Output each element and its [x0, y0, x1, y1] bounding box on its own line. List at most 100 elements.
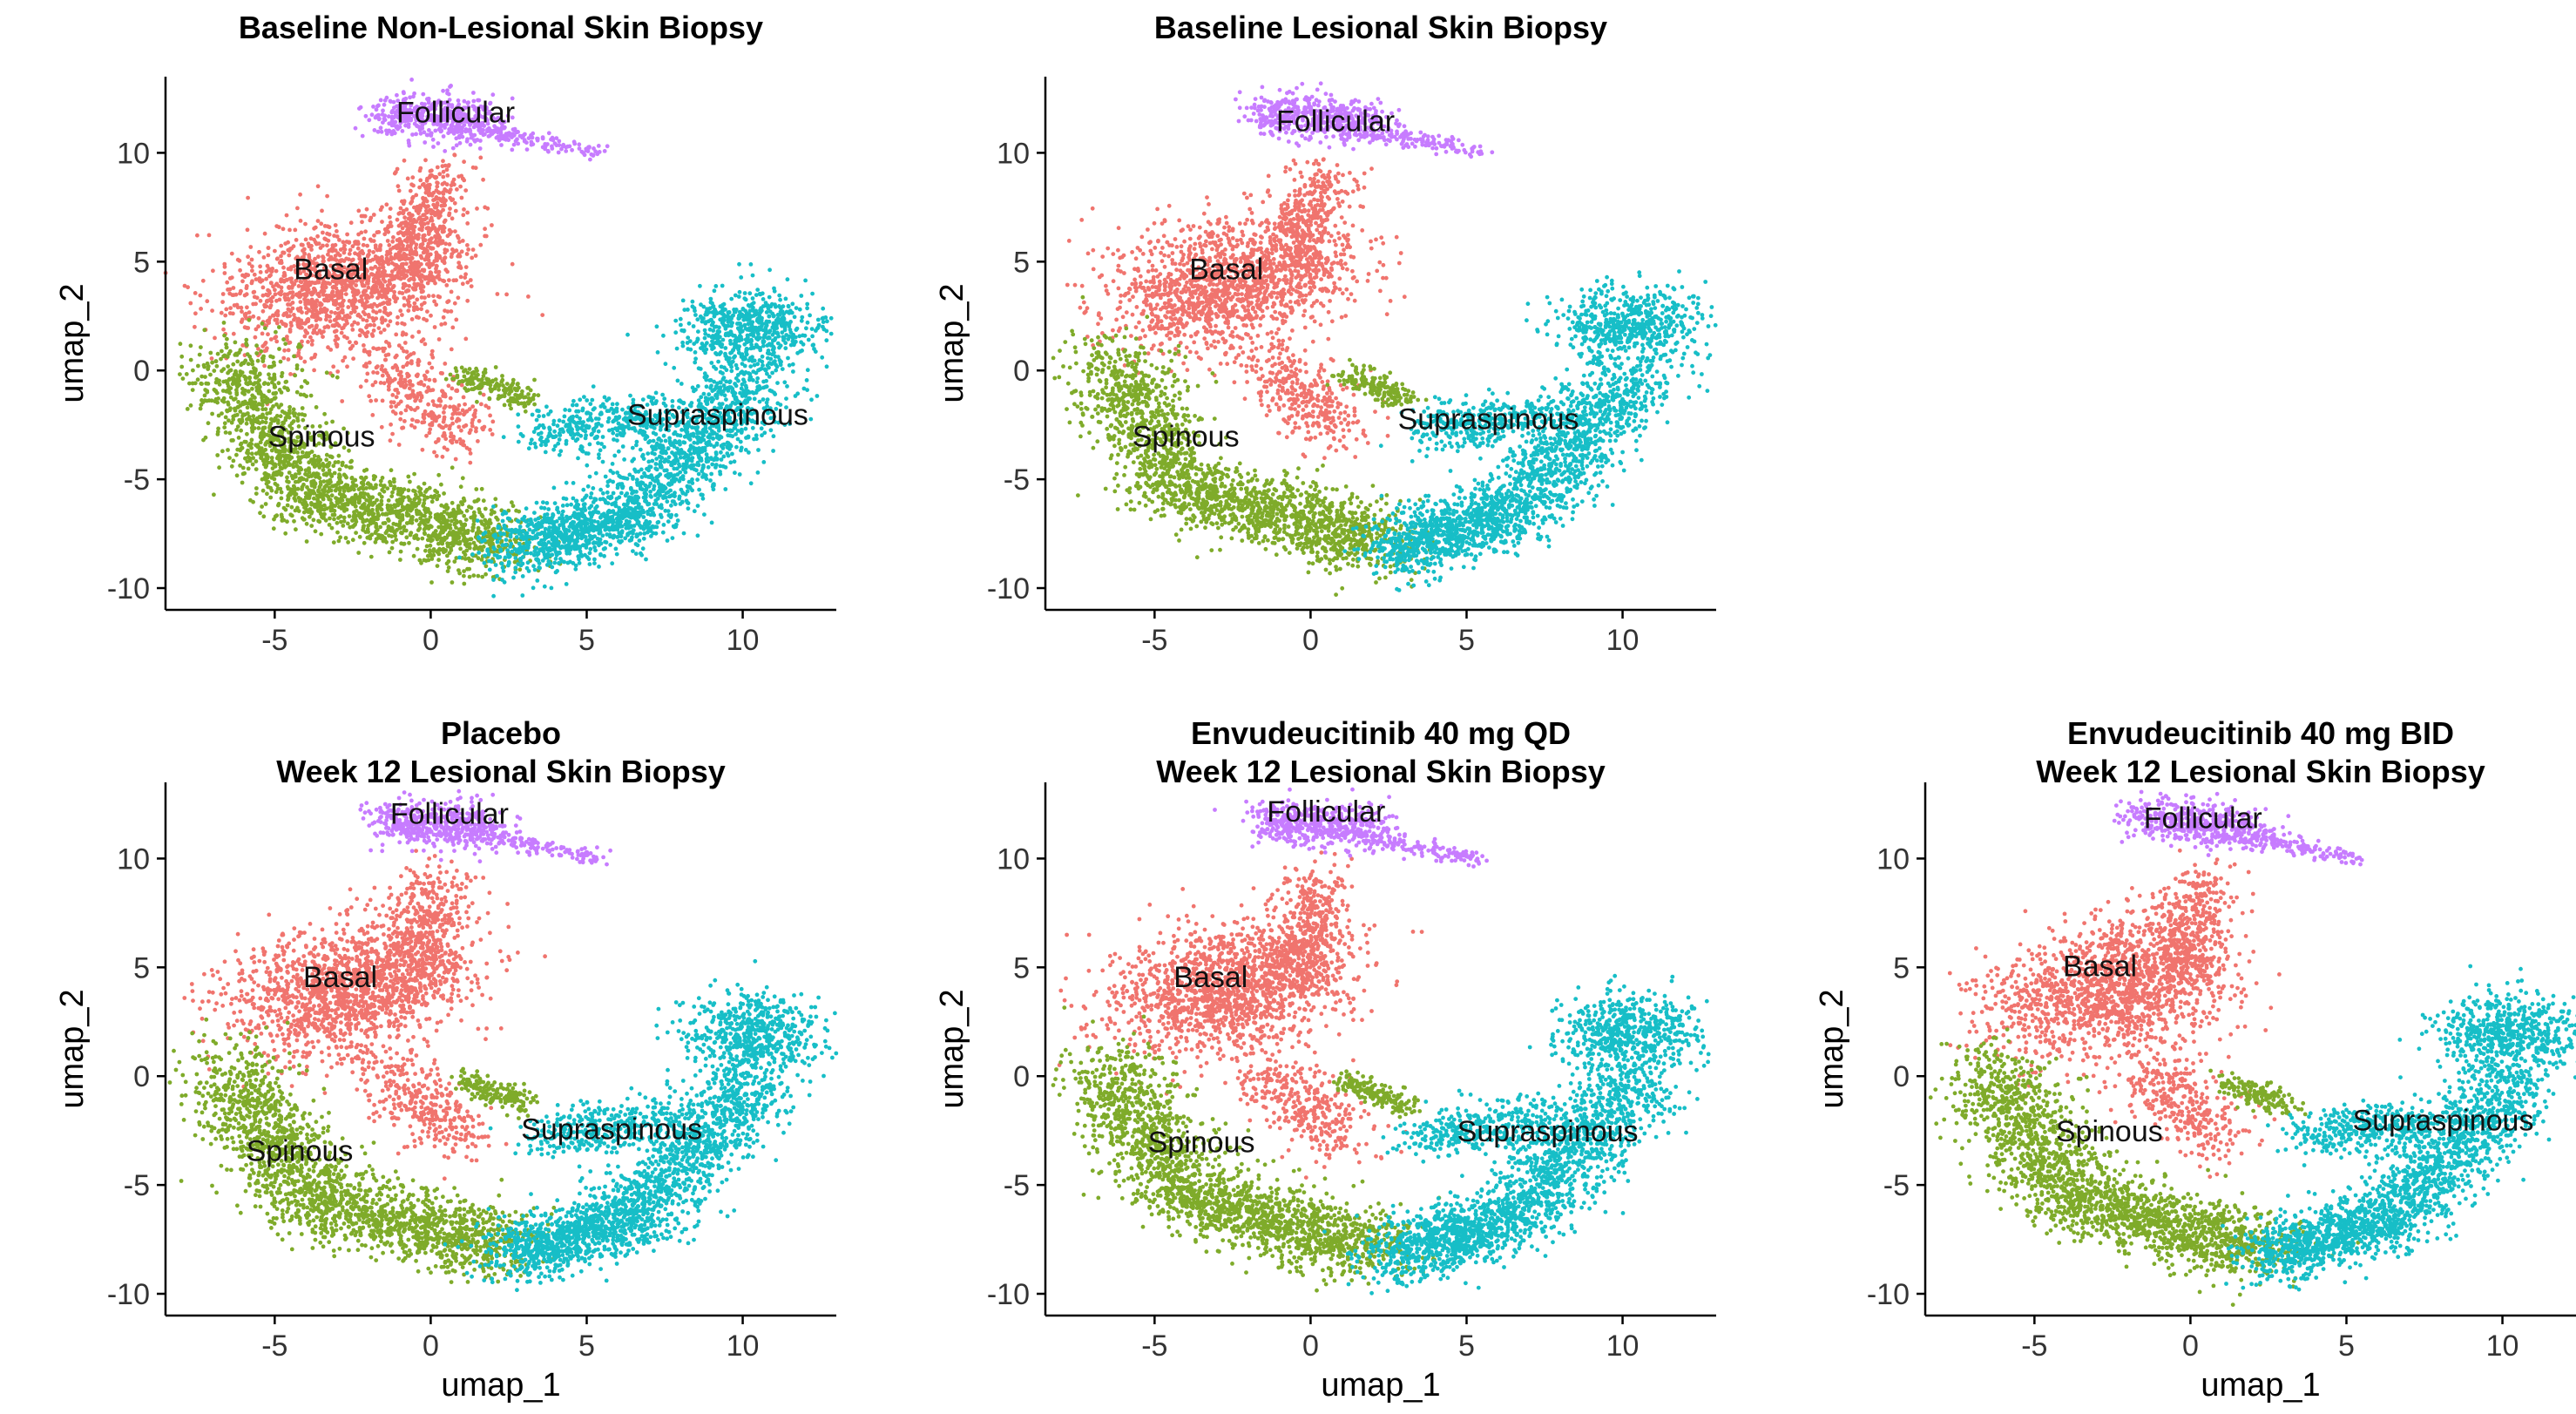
data-point [429, 227, 435, 232]
data-point [233, 292, 239, 297]
data-point [460, 239, 465, 243]
data-point [438, 241, 443, 246]
data-point [411, 488, 416, 493]
data-point [281, 265, 286, 270]
data-point [532, 402, 537, 407]
data-point [258, 451, 262, 457]
data-point [335, 530, 340, 535]
data-point [263, 502, 268, 506]
data-point [431, 294, 436, 299]
data-point [321, 259, 326, 264]
data-point [210, 308, 215, 313]
data-point [364, 334, 369, 339]
data-point [362, 292, 367, 297]
data-point [254, 491, 259, 496]
data-point [380, 220, 384, 224]
data-point [400, 226, 405, 231]
data-point [389, 506, 395, 511]
data-point [456, 174, 462, 179]
data-point [341, 298, 346, 303]
data-point [196, 363, 200, 369]
data-point [361, 480, 365, 485]
data-point [289, 513, 294, 518]
data-point [283, 241, 288, 246]
data-point [443, 321, 448, 326]
data-point [298, 219, 303, 223]
data-point [391, 235, 396, 240]
data-point [532, 511, 537, 515]
data-point [388, 206, 393, 212]
data-point [603, 539, 607, 545]
data-point [435, 490, 440, 495]
data-point [485, 549, 490, 553]
data-point [254, 407, 260, 412]
data-point [384, 311, 389, 316]
data-point [448, 396, 453, 401]
data-point [578, 532, 583, 537]
data-point [444, 182, 450, 187]
data-point [289, 504, 294, 510]
data-point [442, 410, 446, 415]
data-point [429, 173, 434, 178]
data-point [531, 529, 536, 533]
data-point [309, 511, 314, 516]
data-point [402, 495, 407, 500]
data-point [284, 379, 289, 384]
data-point [406, 216, 411, 221]
data-point [386, 498, 391, 503]
data-point [387, 298, 392, 302]
data-point [201, 437, 206, 443]
data-point [304, 293, 309, 298]
data-point [311, 286, 316, 291]
data-point [299, 384, 304, 389]
data-point [452, 301, 457, 306]
data-point [467, 545, 472, 551]
data-point [234, 428, 239, 432]
data-point [358, 511, 362, 516]
data-point [198, 293, 203, 298]
data-point [490, 432, 495, 436]
data-point [434, 228, 438, 233]
data-point [212, 369, 217, 373]
data-point [288, 321, 294, 325]
data-point [248, 245, 254, 249]
data-point [442, 415, 447, 420]
data-point [384, 511, 389, 517]
data-point [456, 407, 460, 411]
data-point [508, 545, 512, 549]
data-point [433, 529, 438, 533]
data-point [333, 302, 338, 308]
data-point [328, 315, 333, 319]
data-point [405, 176, 410, 181]
data-point [559, 512, 565, 518]
data-point [266, 293, 270, 298]
data-point [382, 306, 388, 310]
data-point [362, 301, 368, 307]
data-point [394, 364, 399, 369]
data-point [361, 251, 366, 256]
data-point [347, 299, 352, 303]
data-point [320, 309, 325, 315]
data-point [435, 180, 439, 186]
data-point [376, 230, 382, 234]
data-point [355, 278, 359, 283]
data-point [462, 581, 467, 586]
data-point [407, 520, 412, 525]
data-point [409, 256, 413, 261]
data-point [497, 531, 503, 535]
data-point [221, 399, 226, 404]
data-point [416, 392, 421, 397]
data-point [301, 292, 306, 297]
data-point [526, 522, 531, 527]
data-point [386, 387, 391, 392]
data-point [424, 179, 429, 183]
data-point [341, 505, 347, 511]
data-point [522, 401, 527, 406]
data-point [459, 365, 464, 370]
data-point [274, 335, 279, 340]
data-point [419, 261, 423, 267]
data-point [356, 232, 361, 237]
data-point [399, 374, 403, 379]
data-point [381, 521, 386, 525]
data-point [421, 415, 426, 420]
